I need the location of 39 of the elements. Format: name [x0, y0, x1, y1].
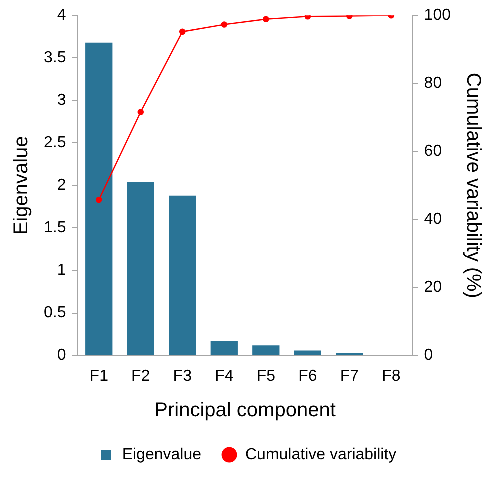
y-tick-label: 0 — [57, 347, 66, 364]
legend-label: Eigenvalue — [122, 446, 202, 464]
y2-tick-label: 80 — [424, 75, 442, 92]
x-tick-label: F5 — [256, 368, 276, 385]
x-tick-label: F8 — [382, 368, 401, 385]
point — [138, 109, 144, 116]
y-tick-label: 1 — [57, 262, 66, 280]
bar — [127, 182, 154, 356]
x-axis-title: Principal component — [154, 400, 336, 422]
y-axis-title: Eigenvalue — [10, 136, 33, 236]
y2-tick-label: 0 — [424, 347, 434, 364]
x-tick-label: F3 — [173, 368, 192, 385]
bar — [169, 196, 196, 356]
y-tick-label: 1.5 — [44, 220, 66, 237]
point — [263, 16, 270, 22]
y-tick-label: 3.5 — [44, 50, 66, 67]
x-tick-label: F6 — [298, 368, 318, 385]
bar — [252, 346, 280, 356]
point — [96, 196, 102, 204]
bar — [294, 350, 322, 356]
point — [179, 28, 186, 36]
legend-label: Cumulative variability — [246, 446, 397, 464]
y-tick-label: 0.5 — [44, 304, 66, 322]
point — [221, 22, 228, 28]
bar — [210, 341, 238, 356]
y2-tick-label: 60 — [424, 143, 442, 160]
y2-tick-label: 40 — [424, 211, 442, 228]
y2-axis-title: Cumulative variability (%) — [462, 72, 484, 299]
y-tick-label: 2 — [57, 177, 66, 194]
x-tick-label: F4 — [215, 368, 234, 385]
y-tick-label: 3 — [57, 92, 66, 110]
y2-tick-label: 20 — [424, 279, 442, 296]
x-tick-label: F2 — [132, 368, 150, 385]
x-tick-label: F1 — [90, 368, 109, 385]
y-tick-label: 2.5 — [44, 134, 66, 152]
y-tick-label: 4 — [57, 7, 66, 24]
y2-tick-label: 100 — [424, 7, 452, 24]
bar — [86, 42, 113, 356]
x-tick-label: F7 — [340, 368, 360, 385]
